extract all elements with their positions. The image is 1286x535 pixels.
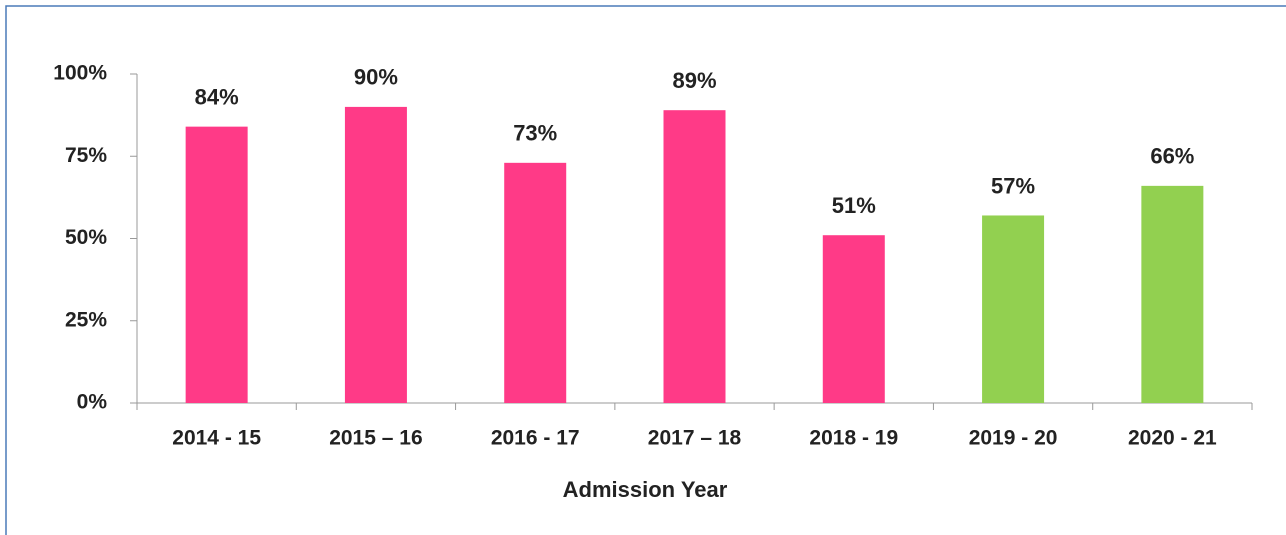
y-tick-label: 25%: [65, 308, 107, 331]
value-label: 84%: [195, 84, 239, 109]
y-tick-label: 75%: [65, 144, 107, 167]
value-label: 66%: [1150, 144, 1194, 169]
x-tick-label: 2015 – 16: [329, 427, 422, 450]
value-label: 90%: [354, 65, 398, 90]
x-tick-label: 2016 - 17: [491, 427, 580, 450]
x-axis-title: Admission Year: [563, 477, 728, 502]
x-tick-label: 2019 - 20: [969, 427, 1058, 450]
x-tick-label: 2020 - 21: [1128, 427, 1217, 450]
value-label: 73%: [513, 121, 557, 146]
value-label: 51%: [832, 193, 876, 218]
bar: [822, 235, 885, 403]
bar: [663, 110, 726, 403]
value-label: 89%: [672, 68, 716, 93]
x-tick-label: 2018 - 19: [809, 427, 898, 450]
y-tick-label: 100%: [53, 62, 107, 85]
bar: [982, 215, 1045, 403]
frame: [5, 5, 1286, 535]
bar: [1141, 185, 1204, 403]
value-label: 57%: [991, 173, 1035, 198]
x-tick-label: 2017 – 18: [648, 427, 742, 450]
bar: [344, 106, 407, 404]
y-tick-label: 50%: [65, 226, 107, 249]
bar: [504, 162, 567, 403]
bar: [185, 126, 248, 403]
y-tick-label: 0%: [77, 391, 108, 414]
x-tick-label: 2014 - 15: [172, 427, 261, 450]
